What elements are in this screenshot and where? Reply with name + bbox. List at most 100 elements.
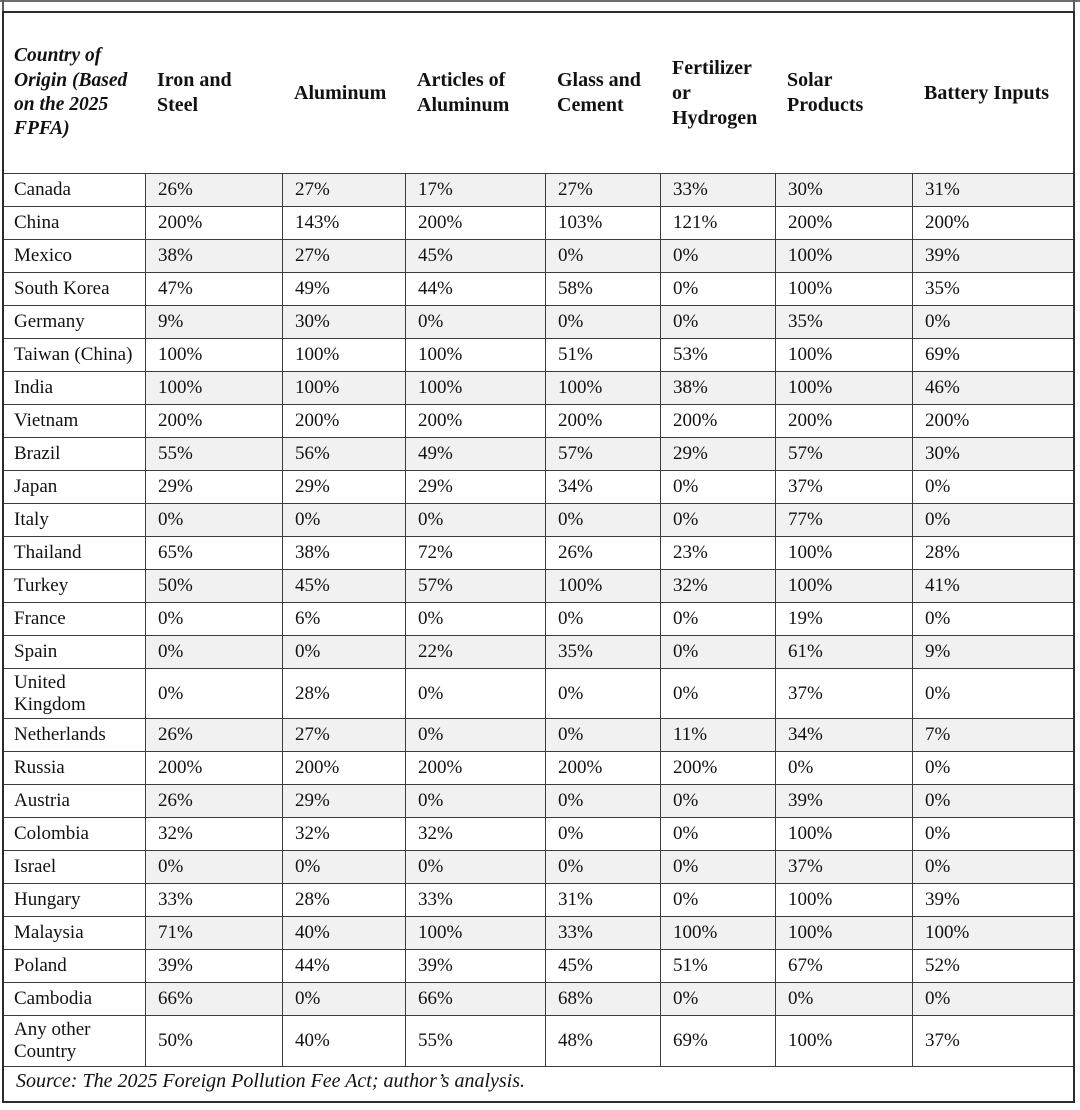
- tariff-rate-cell: 100%: [775, 537, 912, 569]
- tariff-rate-cell: 0%: [545, 306, 660, 338]
- tariff-rate-cell: 29%: [282, 785, 405, 818]
- country-cell: Brazil: [4, 438, 145, 470]
- tariff-rate-cell: 66%: [405, 983, 545, 1016]
- table-row: China 200% 143% 200% 103% 121% 200% 200%: [4, 207, 1073, 240]
- tariff-rate-cell: 38%: [282, 537, 405, 569]
- tariff-rate-cell: 72%: [405, 537, 545, 569]
- tariff-rate-cell: 0%: [660, 471, 775, 503]
- tariff-rate-cell: 32%: [282, 818, 405, 851]
- country-cell: Turkey: [4, 570, 145, 602]
- table-row: Canada 26% 27% 17% 27% 33% 30% 31%: [4, 174, 1073, 207]
- top-border-connectors: [2, 0, 1075, 11]
- tariff-rate-cell: 68%: [545, 983, 660, 1016]
- country-cell: Cambodia: [4, 983, 145, 1016]
- tariff-rate-cell: 35%: [912, 273, 1073, 305]
- tariff-rate-cell: 28%: [912, 537, 1073, 569]
- tariff-rate-cell: 53%: [660, 339, 775, 371]
- table-row: India 100% 100% 100% 100% 38% 100% 46%: [4, 372, 1073, 405]
- tariff-rate-cell: 100%: [775, 372, 912, 404]
- tariff-rate-cell: 17%: [405, 174, 545, 206]
- tariff-rate-cell: 0%: [660, 240, 775, 272]
- table-row: France 0% 6% 0% 0% 0% 19% 0%: [4, 603, 1073, 636]
- country-cell: Poland: [4, 950, 145, 983]
- tariff-rate-cell: 0%: [545, 669, 660, 719]
- tariff-rate-cell: 28%: [282, 669, 405, 719]
- tariff-rate-cell: 121%: [660, 207, 775, 239]
- column-header-fertilizer-or-hydrogen: Fertilizer or Hydrogen: [672, 56, 758, 129]
- tariff-rate-cell: 200%: [545, 752, 660, 785]
- table-row: Netherlands 26% 27% 0% 0% 11% 34% 7%: [4, 719, 1073, 753]
- tariff-rate-cell: 26%: [545, 537, 660, 569]
- country-cell: Russia: [4, 752, 145, 785]
- table-row: Germany 9% 30% 0% 0% 0% 35% 0%: [4, 306, 1073, 339]
- tariff-rate-cell: 39%: [912, 884, 1073, 917]
- tariff-rate-cell: 0%: [545, 504, 660, 536]
- tariff-rate-cell: 30%: [282, 306, 405, 338]
- table-row: Russia 200% 200% 200% 200% 200% 0% 0%: [4, 752, 1073, 786]
- tariff-rate-cell: 100%: [545, 372, 660, 404]
- tariff-rate-cell: 0%: [405, 719, 545, 752]
- tariff-rate-cell: 6%: [282, 603, 405, 635]
- tariff-rate-cell: 200%: [145, 207, 282, 239]
- tariff-rate-cell: 0%: [545, 240, 660, 272]
- tariff-rate-cell: 0%: [912, 306, 1073, 338]
- tariff-rate-cell: 57%: [545, 438, 660, 470]
- tariff-rate-cell: 35%: [775, 306, 912, 338]
- tariff-rate-cell: 0%: [405, 851, 545, 884]
- country-cell: France: [4, 603, 145, 635]
- tariff-rate-cell: 200%: [775, 207, 912, 239]
- tariff-rate-cell: 58%: [545, 273, 660, 305]
- column-header-country-of-origin: Country of Origin (Based on the 2025 FPF…: [14, 45, 128, 140]
- tariff-rate-cell: 55%: [145, 438, 282, 470]
- tariff-rate-cell: 9%: [912, 636, 1073, 668]
- country-cell: Japan: [4, 471, 145, 503]
- table-row: Thailand 65% 38% 72% 26% 23% 100% 28%: [4, 537, 1073, 570]
- tariff-rate-cell: 37%: [775, 471, 912, 503]
- country-cell: Canada: [4, 174, 145, 206]
- tariff-rate-cell: 29%: [405, 471, 545, 503]
- table-row: Hungary 33% 28% 33% 31% 0% 100% 39%: [4, 884, 1073, 918]
- source-note: Source: The 2025 Foreign Pollution Fee A…: [16, 1070, 526, 1093]
- tariff-rate-cell: 200%: [282, 405, 405, 437]
- tariff-rate-cell: 200%: [145, 752, 282, 785]
- tariff-rate-cell: 48%: [545, 1016, 660, 1066]
- tariff-rate-cell: 100%: [545, 570, 660, 602]
- country-cell: Israel: [4, 851, 145, 884]
- tariff-rate-cell: 0%: [282, 636, 405, 668]
- tariff-rate-cell: 45%: [545, 950, 660, 983]
- table-row: Poland 39% 44% 39% 45% 51% 67% 52%: [4, 950, 1073, 984]
- tariff-rate-cell: 57%: [405, 570, 545, 602]
- country-cell: United Kingdom: [4, 669, 145, 719]
- country-cell: Colombia: [4, 818, 145, 851]
- table-row: Cambodia 66% 0% 66% 68% 0% 0% 0%: [4, 983, 1073, 1017]
- tariff-rate-cell: 33%: [145, 884, 282, 917]
- tariff-rate-cell: 27%: [282, 719, 405, 752]
- tariff-rate-cell: 39%: [145, 950, 282, 983]
- tariff-rate-cell: 0%: [405, 603, 545, 635]
- tariff-rate-cell: 19%: [775, 603, 912, 635]
- country-cell: Austria: [4, 785, 145, 818]
- tariff-rate-cell: 39%: [405, 950, 545, 983]
- tariff-rate-cell: 0%: [660, 851, 775, 884]
- tariff-rate-cell: 0%: [405, 306, 545, 338]
- tariff-rate-cell: 32%: [660, 570, 775, 602]
- tariff-rate-cell: 100%: [775, 1016, 912, 1066]
- tariff-rate-cell: 0%: [660, 636, 775, 668]
- tariff-rate-cell: 0%: [660, 785, 775, 818]
- tariff-rate-cell: 0%: [912, 818, 1073, 851]
- tariff-rate-cell: 0%: [660, 306, 775, 338]
- tariff-rate-cell: 200%: [775, 405, 912, 437]
- table-row: United Kingdom 0% 28% 0% 0% 0% 37% 0%: [4, 669, 1073, 720]
- tariff-rate-cell: 0%: [145, 669, 282, 719]
- tariff-rate-cell: 57%: [775, 438, 912, 470]
- tariff-rate-cell: 38%: [660, 372, 775, 404]
- tariff-rate-cell: 65%: [145, 537, 282, 569]
- tariff-rate-cell: 100%: [660, 917, 775, 950]
- table-body: Canada 26% 27% 17% 27% 33% 30% 31% China 200% 143%…: [4, 174, 1073, 1067]
- table-row: Any other Country 50% 40% 55% 48% 69% 100% 37%: [4, 1016, 1073, 1067]
- tariff-rate-cell: 100%: [775, 884, 912, 917]
- tariff-rate-cell: 0%: [405, 785, 545, 818]
- tariff-rate-cell: 56%: [282, 438, 405, 470]
- table-row: Vietnam 200% 200% 200% 200% 200% 200% 200%: [4, 405, 1073, 438]
